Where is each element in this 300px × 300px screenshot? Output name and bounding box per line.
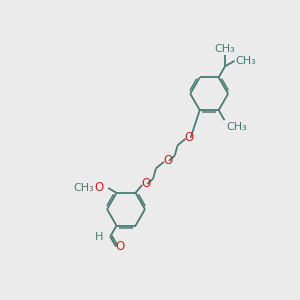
Text: H: H — [95, 232, 104, 242]
Text: O: O — [116, 240, 125, 253]
Text: O: O — [184, 131, 194, 144]
Text: O: O — [163, 154, 172, 167]
Text: O: O — [95, 182, 104, 194]
Text: O: O — [141, 177, 151, 190]
Text: CH₃: CH₃ — [227, 122, 248, 133]
Text: CH₃: CH₃ — [214, 44, 236, 54]
Text: CH₃: CH₃ — [73, 183, 94, 193]
Text: CH₃: CH₃ — [236, 56, 256, 66]
